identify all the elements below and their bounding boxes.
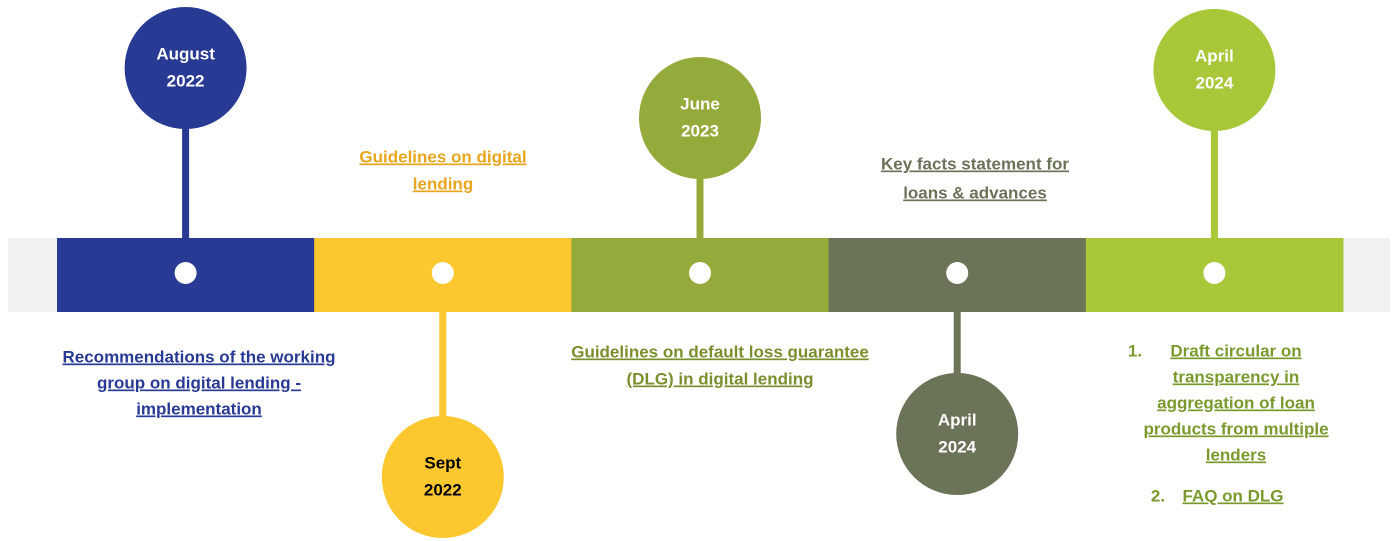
date-label: June [680,94,720,113]
date-bubble [896,373,1019,495]
description[interactable]: lending [413,174,473,193]
date-label: 2023 [681,121,719,140]
list-number: 1. [1128,341,1142,360]
date-label: August [156,44,215,63]
dot [689,262,711,284]
dot [174,262,197,284]
description[interactable]: implementation [136,399,262,418]
stem [439,312,447,477]
list-item[interactable]: transparency in [1173,367,1300,386]
description[interactable]: group on digital lending - [97,373,301,392]
date-bubble [639,57,761,179]
description[interactable]: (DLG) in digital lending [627,369,814,388]
dot [1203,262,1226,284]
date-label: Sept [424,453,461,472]
date-label: April [1195,46,1234,65]
date-bubble [381,416,504,538]
date-label: 2022 [424,480,462,499]
dot [431,262,454,284]
description[interactable]: Recommendations of the working [63,347,336,366]
description[interactable]: loans & advances [903,183,1047,202]
list-item[interactable]: aggregation of loan [1157,393,1315,412]
date-label: April [938,410,977,429]
list-item[interactable]: FAQ on DLG [1182,486,1283,505]
date-label: 2024 [1195,73,1233,92]
date-bubble [124,7,247,129]
list-item[interactable]: products from multiple [1143,419,1328,438]
description[interactable]: Guidelines on default loss guarantee [571,342,869,361]
list-item[interactable]: Draft circular on [1170,341,1301,360]
stem [1210,70,1218,238]
description[interactable]: Key facts statement for [881,154,1069,173]
stem [182,68,190,238]
dot [946,262,969,284]
description[interactable]: Guidelines on digital [359,147,526,166]
date-label: 2024 [938,437,976,456]
date-bubble [1153,9,1276,131]
list-item[interactable]: lenders [1206,445,1266,464]
date-label: 2022 [167,71,205,90]
list-number: 2. [1151,486,1165,505]
